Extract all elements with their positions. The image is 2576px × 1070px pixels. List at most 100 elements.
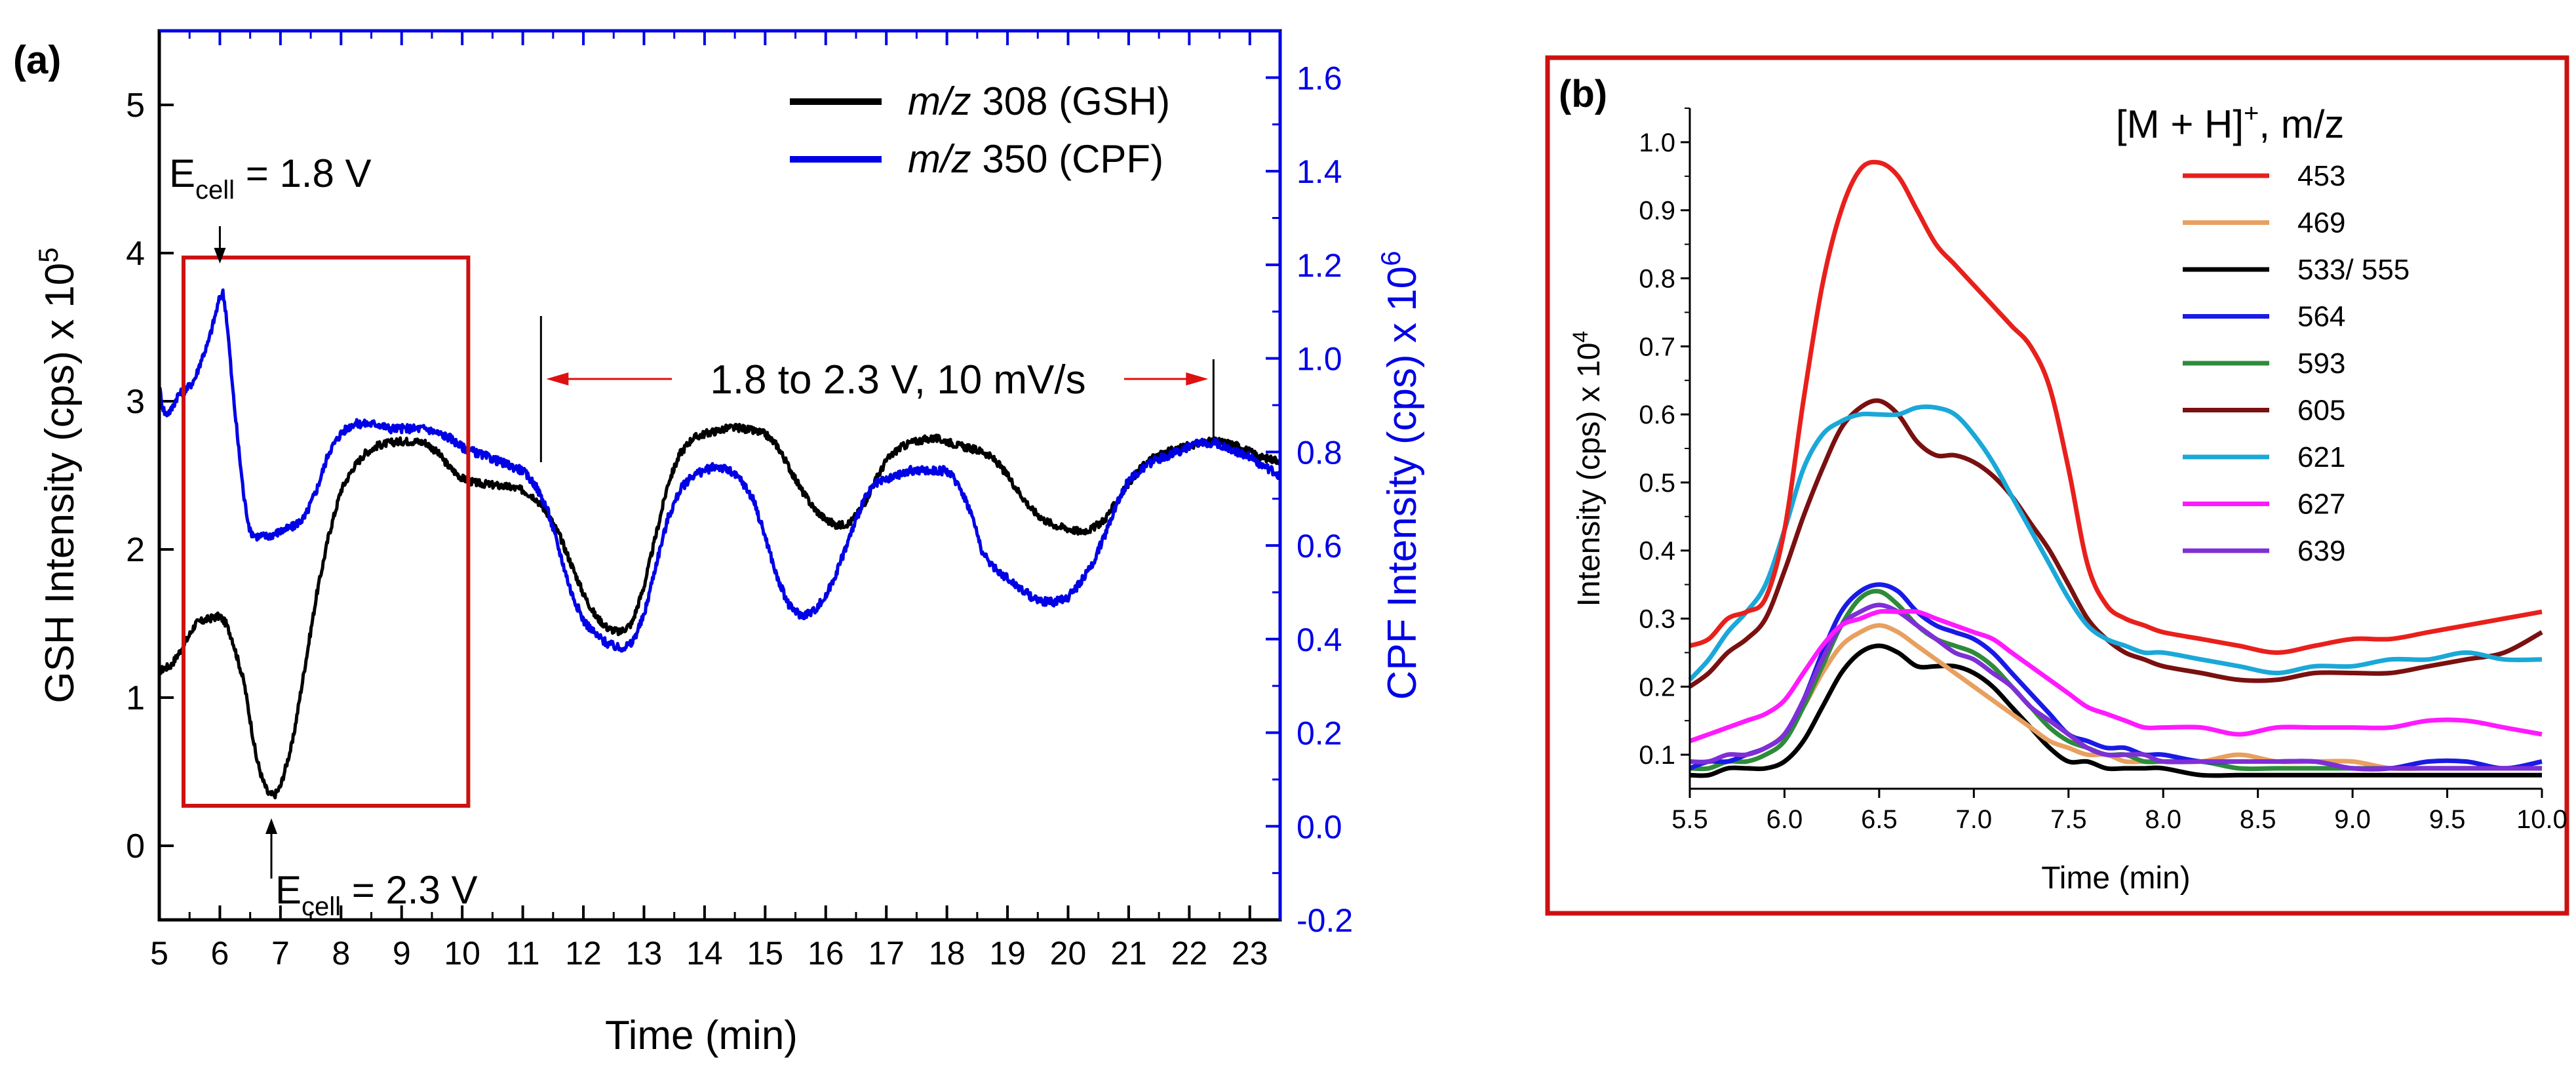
- ecell-bottom-label-letter: E: [275, 868, 302, 912]
- gsh-tick-label: 1: [126, 679, 145, 717]
- b-x-tick-label: 8.5: [2240, 805, 2276, 834]
- sweep-arrow-right-head: [1186, 372, 1209, 386]
- gsh-tick-label: 5: [126, 87, 145, 125]
- x-tick-label: 23: [1232, 935, 1268, 972]
- x-tick-label: 16: [808, 935, 844, 972]
- cpf-axis-title-text: CPF Intensity (cps) x 10: [1380, 266, 1425, 700]
- x-tick-label: 12: [565, 935, 602, 972]
- panel-a-axes: 5 6 7 8 9 10 11 12 13 14 15 16 17 18 19 20 21 22 23012345-…: [126, 30, 1353, 972]
- x-tick-label: 20: [1050, 935, 1087, 972]
- legend-gsh-label: m/z 308 (GSH): [908, 79, 1170, 123]
- legend-gsh-text: 308 (GSH): [971, 79, 1170, 123]
- panel-b-y-axis-title: Intensity (cps) x 104: [1569, 331, 1607, 607]
- cpf-trace: [157, 288, 1282, 653]
- legend-title-suffix: , m/z: [2259, 102, 2344, 146]
- series-line-639: [1689, 603, 2542, 772]
- legend-gsh-prefix: m/z: [908, 79, 971, 123]
- gsh-axis-title: GSH Intensity (cps) x 105: [33, 247, 83, 703]
- panel-a-legend: m/z 308 (GSH) m/z 350 (CPF): [790, 79, 1170, 181]
- legend-entry-label: 621: [2297, 441, 2345, 473]
- x-tick-label: 10: [444, 935, 480, 972]
- b-y-tick-label: 0.4: [1639, 537, 1675, 566]
- b-y-tick-label: 0.6: [1639, 401, 1675, 429]
- cpf-tick-label: -0.2: [1297, 902, 1353, 939]
- ecell-top-label-letter: E: [169, 151, 195, 195]
- legend-title-text: [M + H]: [2116, 102, 2244, 146]
- ecell-top-label-value: = 1.8 V: [235, 151, 371, 195]
- x-tick-label: 17: [868, 935, 905, 972]
- series-line-593: [1689, 589, 2542, 772]
- panel-b: (b) 5.5 6.0 6.5 7.0 7.5 8.0 8.5 9.0 9.5 10.0 0.1 0.…: [1545, 55, 2569, 916]
- ecell-bottom-arrow-head: [265, 818, 277, 834]
- legend-cpf-text: 350 (CPF): [971, 137, 1163, 181]
- x-tick-label: 6: [211, 935, 229, 972]
- panel-a: (a) 5 6 7 8 9 10 11 12 13 14 15 16 17 18 19 20 21 22 23012…: [13, 29, 1425, 1058]
- legend-cpf-label: m/z 350 (CPF): [908, 137, 1163, 181]
- panel-b-legend: 453 469 533/ 555 564 593 605 621 627 639: [2183, 160, 2410, 567]
- ecell-bottom-label: Ecell = 2.3 V: [275, 868, 478, 921]
- cpf-tick-label: 0.6: [1297, 528, 1342, 565]
- series-line-621: [1688, 404, 2543, 682]
- x-tick-label: 13: [626, 935, 663, 972]
- gsh-tick-label: 3: [126, 383, 145, 421]
- b-x-tick-label: 9.5: [2429, 805, 2466, 834]
- legend-entry-label: 564: [2297, 301, 2345, 333]
- panel-b-y-axis-title-text: Intensity (cps) x 10: [1572, 342, 1607, 606]
- sweep-label: 1.8 to 2.3 V, 10 mV/s: [710, 357, 1085, 403]
- legend-entry-label: 593: [2297, 347, 2345, 380]
- b-x-tick-label: 7.0: [1956, 805, 1993, 834]
- x-tick-label: 11: [506, 935, 540, 972]
- b-x-tick-label: 8.0: [2145, 805, 2181, 834]
- b-x-tick-label: 10.0: [2516, 805, 2567, 834]
- gsh-tick-label: 2: [126, 531, 145, 569]
- b-y-tick-label: 0.5: [1639, 469, 1675, 498]
- cpf-tick-label: 1.6: [1297, 60, 1342, 96]
- cpf-axis-title: CPF Intensity (cps) x 106: [1375, 251, 1425, 700]
- b-x-tick-label: 6.0: [1766, 805, 1803, 834]
- cpf-tick-label: 0.8: [1297, 434, 1342, 471]
- b-y-tick-label: 0.2: [1639, 673, 1675, 702]
- legend-cpf-prefix: m/z: [908, 137, 971, 181]
- x-tick-label: 9: [393, 935, 411, 972]
- series-line-533-555: [1689, 643, 2542, 778]
- panel-b-x-axis-title: Time (min): [2041, 861, 2191, 896]
- gsh-tick-label: 4: [126, 235, 145, 273]
- gsh-trace: [158, 422, 1282, 800]
- panel-b-series: [1688, 159, 2543, 778]
- ecell-bottom-label-value: = 2.3 V: [341, 868, 477, 912]
- x-tick-label: 15: [747, 935, 784, 972]
- gsh-tick-label: 0: [126, 827, 145, 865]
- legend-entry-label: 469: [2297, 207, 2345, 239]
- ecell-top-label: Ecell = 1.8 V: [169, 151, 372, 205]
- panel-b-label: (b): [1559, 73, 1607, 115]
- x-tick-label: 5: [150, 935, 168, 972]
- b-y-tick-label: 1.0: [1639, 129, 1675, 157]
- b-y-tick-label: 0.1: [1639, 741, 1675, 770]
- cpf-tick-label: 1.0: [1297, 341, 1342, 378]
- legend-title-superscript: +: [2244, 99, 2259, 128]
- panel-b-axes: 5.5 6.0 6.5 7.0 7.5 8.0 8.5 9.0 9.5 10.0 0.1 0.2 0.3…: [1639, 108, 2567, 834]
- series-line-627: [1688, 608, 2543, 743]
- x-tick-label: 22: [1171, 935, 1208, 972]
- cpf-axis-title-exponent: 6: [1375, 251, 1406, 266]
- b-y-tick-label: 0.3: [1639, 605, 1675, 634]
- panel-b-legend-title: [M + H]+, m/z: [2116, 99, 2344, 146]
- highlight-box: [181, 255, 471, 808]
- b-y-tick-label: 0.9: [1639, 197, 1675, 226]
- legend-entry-label: 627: [2297, 488, 2345, 521]
- panel-a-x-axis-title: Time (min): [605, 1013, 798, 1058]
- legend-entry-label: 533/ 555: [2297, 254, 2410, 286]
- gsh-axis-title-text: GSH Intensity (cps) x 10: [37, 263, 83, 703]
- x-tick-label: 14: [686, 935, 723, 972]
- ecell-bottom-label-subscript: cell: [302, 892, 341, 921]
- x-tick-label: 21: [1110, 935, 1147, 972]
- x-tick-label: 19: [989, 935, 1026, 972]
- x-tick-label: 7: [271, 935, 290, 972]
- x-tick-label: 18: [929, 935, 966, 972]
- cpf-tick-label: 1.2: [1297, 247, 1342, 284]
- ecell-top-arrow-head: [214, 248, 226, 264]
- gsh-axis-title-exponent: 5: [33, 247, 64, 262]
- cpf-tick-label: 0.4: [1297, 622, 1342, 658]
